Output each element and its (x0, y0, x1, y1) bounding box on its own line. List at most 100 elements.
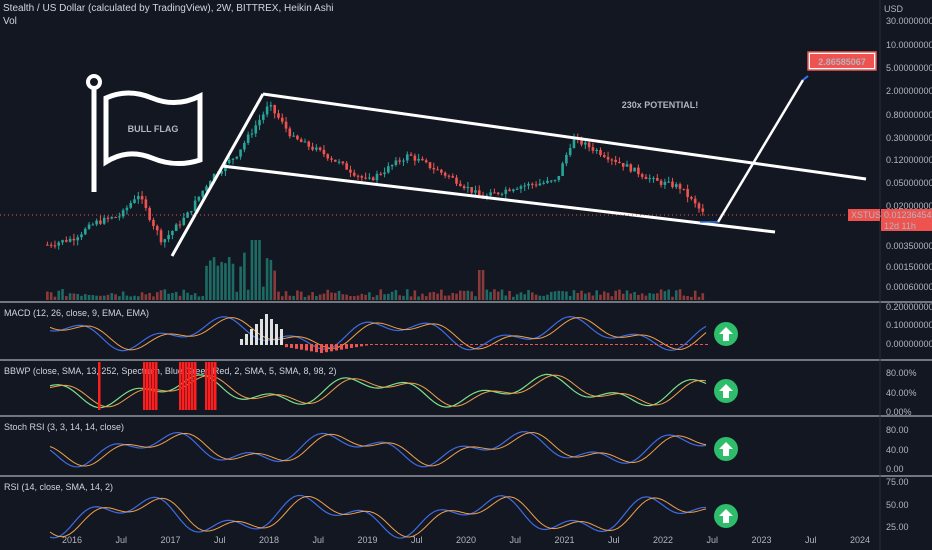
flagpole-line (170, 93, 265, 257)
macd-histogram-bar (430, 344, 433, 345)
x-tick-label: Jul (411, 535, 423, 545)
macd-histogram-bar (560, 344, 563, 345)
macd-histogram-bar (290, 344, 293, 348)
volume-bar (606, 292, 610, 300)
macd-histogram-bar (670, 344, 673, 345)
candle-body (553, 179, 557, 181)
candle-body (534, 184, 538, 186)
candle-body (349, 169, 352, 173)
volume-bar (557, 290, 561, 300)
macd-histogram-bar (365, 344, 368, 346)
volume-bar (591, 295, 595, 300)
candle-body (322, 149, 326, 155)
bbwp-extreme-bar (205, 362, 208, 410)
macd-histogram-bar (385, 344, 388, 345)
volume-bar (277, 291, 280, 300)
candle-body (470, 187, 473, 193)
candle-body (167, 235, 170, 240)
macd-histogram-bar (510, 344, 513, 345)
candle-body (568, 148, 572, 155)
candle-body (330, 158, 333, 160)
candle-body (428, 162, 432, 169)
candle-body (591, 147, 595, 151)
bbwp-extreme-bar (155, 362, 158, 410)
volume-bar (239, 266, 242, 300)
macd-histogram-bar (370, 344, 373, 345)
candle-body (296, 135, 299, 140)
macd-histogram-bar (655, 344, 658, 345)
candle-body (265, 106, 269, 115)
candle-body (364, 177, 367, 179)
volume-bar (663, 291, 667, 300)
candle-body (333, 159, 337, 162)
macd-histogram-bar (565, 344, 568, 345)
candle-body (193, 200, 197, 212)
macd-histogram-bar (635, 344, 638, 345)
x-tick-label: 2022 (653, 535, 673, 545)
candle-body (57, 242, 61, 246)
candle-body (671, 181, 674, 188)
candle-body (644, 176, 648, 180)
macd-histogram-bar (395, 344, 398, 345)
volume-bar (671, 296, 674, 300)
volume-bar (337, 290, 341, 300)
volume-bar (565, 291, 568, 300)
volume-bar (682, 295, 686, 300)
candle-body (356, 175, 360, 177)
candle-body (76, 237, 79, 241)
volume-bar (440, 289, 443, 300)
volume-bar (527, 290, 530, 300)
candle-body (602, 155, 606, 157)
candle-body (587, 142, 591, 148)
volume-bar (205, 265, 208, 300)
candle-body (557, 175, 561, 180)
bbwp-extreme-bar (98, 362, 101, 410)
bbwp-extreme-bar (143, 362, 146, 410)
volume-bar (477, 270, 481, 300)
candle-body (686, 189, 689, 198)
candle-body (61, 240, 64, 243)
indicator-tick-label: 25.00 (886, 522, 909, 532)
volume-bar (292, 295, 295, 300)
volume-bar (235, 291, 239, 300)
volume-bar (163, 289, 167, 300)
macd-histogram-bar (630, 344, 633, 345)
macd-histogram-bar (360, 344, 363, 347)
flag-icon (103, 90, 203, 167)
indicator-title: MACD (12, 26, close, 9, EMA, EMA) (4, 308, 149, 318)
candle-body (371, 177, 375, 181)
macd-histogram-bar (355, 344, 358, 348)
candle-body (409, 154, 413, 156)
candle-body (580, 138, 583, 145)
volume-bar (447, 295, 451, 300)
candle-body (443, 172, 447, 176)
macd-histogram-bar (605, 344, 608, 345)
volume-bar (95, 295, 98, 300)
volume-bar (667, 289, 670, 300)
candle-body (440, 169, 443, 173)
volume-bar (602, 291, 606, 300)
candle-body (235, 156, 239, 159)
candle-body (493, 192, 496, 194)
candle-body (477, 190, 481, 196)
indicator-tick-label: 80.00 (886, 425, 909, 435)
price-tick-label: 2.00000000 (886, 86, 932, 96)
volume-bar (587, 292, 591, 300)
candle-body (133, 199, 136, 203)
candle-body (394, 160, 398, 165)
macd-histogram-bar (255, 324, 258, 345)
candles-group (46, 101, 705, 250)
indicator-line-fast (49, 494, 707, 539)
bbwp-extreme-bar (191, 362, 194, 410)
candle-body (572, 137, 576, 149)
indicator-tick-label: 50.00 (886, 500, 909, 510)
candle-body (159, 230, 163, 243)
volume-bar (144, 294, 148, 300)
volume-bar (318, 294, 322, 300)
candle-body (701, 208, 705, 212)
indicator-tick-label: 75.00 (886, 477, 909, 487)
volume-bar (599, 294, 602, 300)
candle-body (496, 192, 500, 194)
macd-histogram-bar (475, 344, 478, 345)
